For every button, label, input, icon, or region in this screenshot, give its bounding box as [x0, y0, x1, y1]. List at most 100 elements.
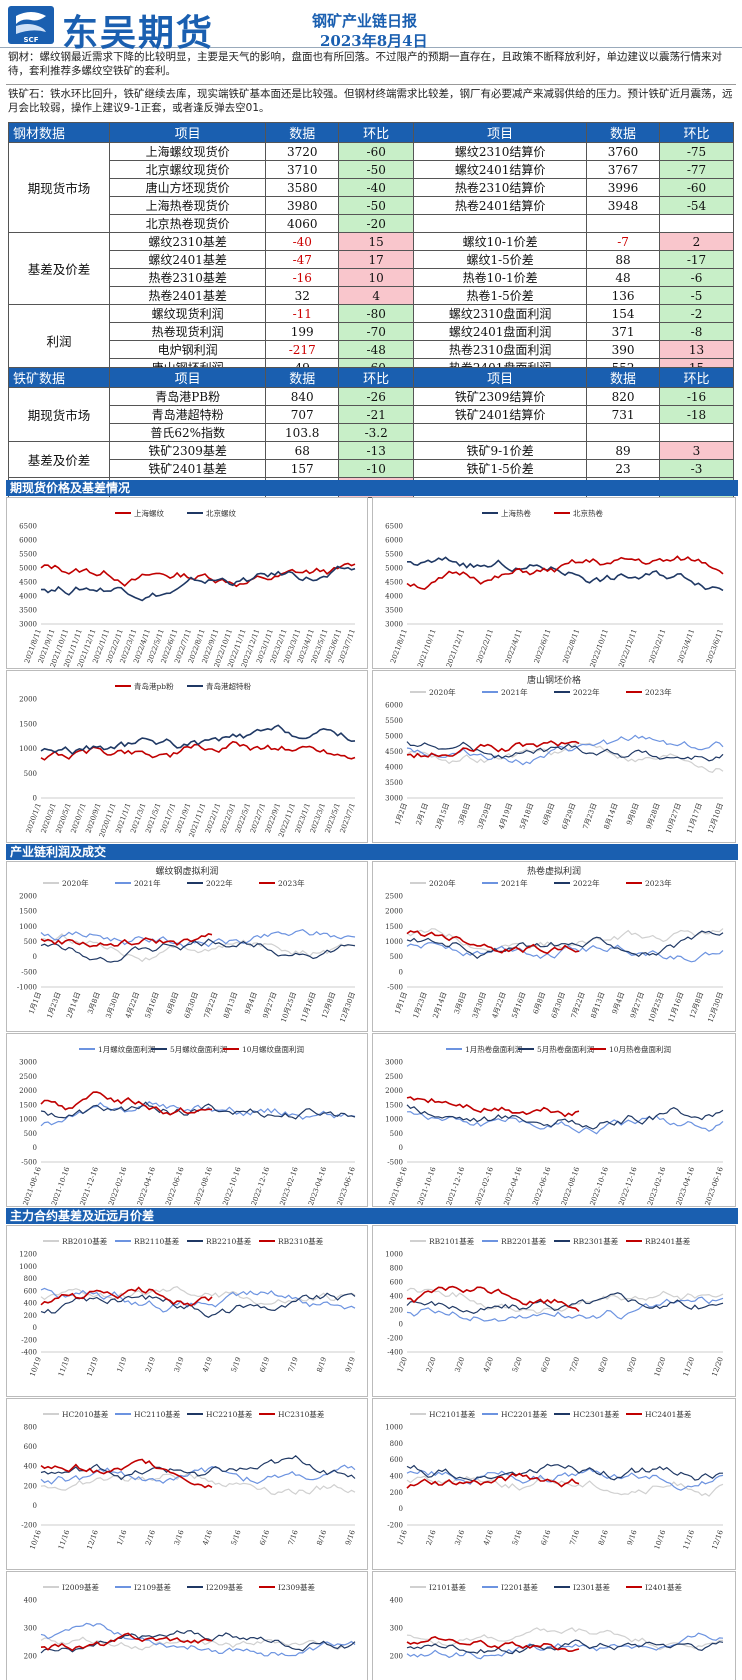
- legend-label: 5月螺纹盘面利润: [170, 1044, 227, 1054]
- line-chart: I2009基差I2109基差I2209基差I2309基差400300200100: [24, 1582, 356, 1661]
- x-tick-label: 10/19: [28, 1356, 42, 1378]
- x-tick-label: 1月2日: [394, 802, 409, 826]
- y-tick-label: 2000: [19, 893, 37, 901]
- legend-label: 1月螺纹盘面利润: [98, 1044, 155, 1054]
- table-cell: 铁矿2401结算价: [413, 405, 588, 424]
- series-line: [40, 1286, 213, 1307]
- x-tick-label: 6月30日: [183, 991, 200, 1019]
- series-line: [406, 1639, 724, 1655]
- table-cell: 157: [265, 459, 340, 478]
- x-tick-label: 4/16: [201, 1528, 214, 1546]
- table-row: 唐山方坯现货价 3580 -40 热卷2310结算价 3996 -60: [9, 178, 734, 197]
- legend-label: HC2210基差: [206, 1409, 253, 1419]
- series-line: [40, 933, 213, 948]
- x-tick-label: 10/20: [653, 1356, 667, 1378]
- y-tick-label: 1500: [385, 923, 403, 931]
- y-tick-label: 400: [390, 1473, 403, 1481]
- y-tick-label: 2000: [385, 908, 403, 916]
- x-tick-label: 2/16: [144, 1528, 157, 1546]
- table-cell: 820: [586, 387, 660, 406]
- table-cell: -16: [265, 268, 340, 287]
- table-row: 热卷现货利润 199 -70 螺纹2401盘面利润 371 -8: [9, 322, 734, 341]
- table-header-cell: 数据: [265, 367, 340, 388]
- y-tick-label: 4500: [385, 579, 403, 587]
- legend-label: 10月螺纹盘面利润: [242, 1044, 304, 1054]
- table-cell: 2: [659, 232, 734, 251]
- x-tick-label: 12/16: [86, 1528, 101, 1550]
- y-tick-label: 800: [24, 1424, 37, 1432]
- chart-panel: 1月螺纹盘面利润 5月螺纹盘面利润 10月螺纹盘面利润 3000 2500 2000 150…: [6, 1033, 368, 1207]
- series-line: [406, 1111, 724, 1135]
- y-tick-label: 200: [390, 1653, 403, 1661]
- x-tick-label: 2023/7/1: [339, 802, 357, 834]
- x-tick-label: 9月27日: [629, 991, 646, 1019]
- table-cell: -21: [338, 405, 415, 424]
- series-line: [40, 1286, 356, 1306]
- table-row: 北京热卷现货价 4060 -20: [9, 214, 734, 233]
- x-tick-label: 12月30日: [338, 991, 356, 1024]
- y-tick-label: 2000: [19, 1087, 37, 1095]
- table-cell: 青岛港PB粉: [109, 387, 267, 406]
- table-cell: 32: [265, 286, 340, 305]
- x-tick-label: 2022/2/11: [475, 628, 495, 664]
- table-cell: 199: [265, 322, 340, 341]
- x-tick-label: 2022-08-16: [193, 1165, 215, 1206]
- x-tick-label: 2023-02-16: [646, 1165, 668, 1206]
- x-tick-label: 2月14日: [431, 991, 448, 1019]
- table-row: 期现货市场 青岛港PB粉 840 -26 铁矿2309结算价 820 -16: [7, 387, 734, 442]
- table-cell: -47: [265, 250, 340, 269]
- x-tick-label: 3月8日: [457, 802, 472, 826]
- x-tick-label: 10月25日: [280, 991, 298, 1024]
- x-tick-label: 6月29日: [561, 802, 578, 830]
- table-cell: 铁矿2401基差: [109, 459, 267, 478]
- x-tick-label: 6月8日: [541, 802, 556, 826]
- series-line: [406, 1292, 724, 1314]
- steel-commentary: 钢材：螺纹钢最近需求下降的比较明显，主要是天气的影响，盘面也有所回落。不过限产的…: [8, 51, 722, 77]
- x-tick-label: 2月1日: [415, 802, 430, 826]
- x-tick-label: 3月8日: [453, 991, 468, 1015]
- table-cell: 螺纹现货利润: [109, 304, 267, 323]
- x-tick-label: 2021-08-16: [22, 1165, 44, 1206]
- y-tick-label: 800: [390, 1440, 403, 1448]
- x-tick-label: 2022-04-16: [136, 1165, 158, 1206]
- x-tick-label: 5月16日: [144, 991, 161, 1019]
- series-line: [40, 1287, 356, 1313]
- table-cell: 普氏62%指数: [109, 423, 267, 442]
- series-line: [40, 1091, 213, 1116]
- y-tick-label: -1000: [17, 984, 37, 992]
- y-tick-label: 400: [24, 1463, 37, 1471]
- legend-label: I2101基差: [429, 1582, 467, 1592]
- table-cell: 螺纹2310结算价: [413, 142, 588, 161]
- x-tick-label: 11/16: [682, 1528, 697, 1550]
- x-tick-label: 9/19: [344, 1356, 357, 1374]
- x-tick-label: 8/19: [315, 1356, 328, 1374]
- y-tick-label: 400: [24, 1597, 37, 1605]
- legend-label: 2022年: [573, 687, 600, 697]
- table-row: 铁矿2401基差 157 -10 铁矿1-5价差 23 -3: [9, 459, 734, 478]
- y-tick-label: 1200: [19, 1251, 37, 1259]
- table-cell: -5: [659, 286, 734, 305]
- chart-panel: 1月热卷盘面利润 5月热卷盘面利润 10月热卷盘面利润 3000 2500 2000 150…: [372, 1033, 736, 1207]
- table-cell: -217: [265, 340, 340, 359]
- x-tick-label: 1/16: [396, 1528, 409, 1546]
- series-line: [40, 1622, 356, 1657]
- chart-panel: HC2101基差 HC2201基差 HC2301基差 HC2401基差 1000 800 6…: [372, 1398, 736, 1570]
- series-line: [406, 930, 580, 955]
- series-line: [406, 741, 724, 762]
- x-tick-label: 9月28日: [645, 802, 662, 830]
- series-line: [406, 1632, 724, 1660]
- y-tick-label: 200: [24, 1482, 37, 1490]
- x-tick-label: 7/16: [287, 1528, 300, 1546]
- y-tick-label: -500: [21, 1159, 37, 1167]
- table-cell: 23: [586, 459, 660, 478]
- table-cell: 铁矿9-1价差: [413, 441, 588, 460]
- table-row: 基差及价差 铁矿2309基差 68 -13 铁矿9-1价差 89 3: [7, 441, 734, 478]
- y-tick-label: 1000: [385, 1116, 403, 1124]
- y-tick-label: -500: [21, 968, 37, 976]
- y-tick-label: 1000: [19, 1263, 37, 1271]
- legend-label: 5月热卷盘面利润: [537, 1044, 594, 1054]
- y-tick-label: 5500: [385, 717, 403, 725]
- x-tick-label: 2月15日: [434, 802, 451, 830]
- y-tick-label: 800: [24, 1275, 37, 1283]
- x-tick-label: 12月10日: [706, 802, 724, 835]
